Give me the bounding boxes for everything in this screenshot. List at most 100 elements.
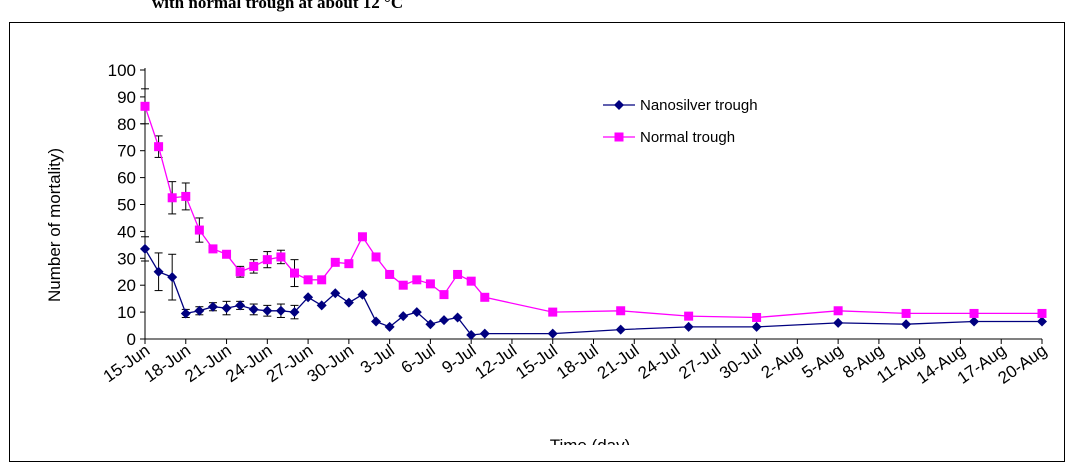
nanosilver-point — [452, 312, 463, 323]
normal-point — [262, 255, 272, 265]
chart-frame: 0 10 20 30 40 50 60 70 80 90 100 15-Jun 18-Jun 21-Ju… — [9, 22, 1065, 462]
y-tick-label: 80 — [117, 115, 136, 134]
y-tick-label: 70 — [117, 142, 136, 161]
normal-point — [330, 257, 340, 267]
nanosilver-point — [751, 321, 762, 332]
normal-point — [439, 290, 449, 300]
nanosilver-point — [343, 297, 354, 308]
normal-point — [167, 193, 177, 203]
x-tick-label: 9-Jul — [438, 341, 479, 378]
normal-point — [249, 261, 259, 271]
normal-point — [371, 252, 381, 262]
mortality-line-chart: 0 10 20 30 40 50 60 70 80 90 100 15-Jun18-Jun21-Ju… — [45, 61, 1050, 445]
series-markers — [140, 101, 1047, 340]
x-tick-label: 27-Jul — [675, 341, 724, 383]
nanosilver-point — [371, 316, 382, 327]
normal-point — [453, 269, 463, 279]
normal-point — [344, 259, 354, 269]
nanosilver-point — [153, 266, 164, 277]
axes-group — [144, 68, 1042, 340]
y-axis-ticks: 0 10 20 30 40 50 60 70 80 90 100 — [108, 61, 145, 349]
normal-point — [969, 308, 979, 318]
nanosilver-point — [221, 303, 232, 314]
nanosilver-point — [207, 301, 218, 312]
x-tick-label: 18-Jun — [141, 341, 194, 386]
nanosilver-point — [167, 272, 178, 283]
normal-point — [684, 311, 694, 321]
nanosilver-point — [235, 300, 246, 311]
normal-point — [222, 249, 232, 259]
x-tick-label: 3-Jul — [357, 341, 398, 378]
normal-point — [154, 142, 164, 152]
y-tick-label: 90 — [117, 88, 136, 107]
x-tick-label: 12-Jul — [471, 341, 520, 383]
x-tick-label: 27-Jun — [263, 341, 316, 386]
chart-legend: Nanosilver trough Normal trough — [603, 97, 758, 146]
y-tick-label: 60 — [117, 169, 136, 188]
normal-point — [480, 292, 490, 302]
nanosilver-point — [969, 316, 980, 327]
normal-point — [752, 312, 762, 322]
series-line-nanosilver — [144, 248, 1042, 336]
x-tick-label: 6-Jul — [398, 341, 439, 378]
y-tick-label: 40 — [117, 222, 136, 241]
x-axis-label: Time (day) — [550, 436, 631, 445]
nanosilver-point — [479, 328, 490, 339]
x-tick-label: 21-Jun — [181, 341, 234, 386]
y-tick-label: 10 — [117, 303, 136, 322]
y-tick-label: 100 — [108, 61, 136, 80]
normal-point — [616, 306, 626, 316]
x-tick-label: 15-Jul — [512, 341, 561, 383]
series-lines — [144, 106, 1042, 336]
series-line-normal — [144, 106, 1042, 319]
x-tick-label: 24-Jul — [635, 341, 684, 383]
nanosilver-point — [248, 304, 259, 315]
legend-label: Nanosilver trough — [640, 97, 758, 114]
normal-point — [398, 280, 408, 290]
normal-point — [181, 191, 191, 201]
nanosilver-point — [180, 308, 191, 319]
x-tick-label: 24-Jun — [222, 341, 275, 386]
normal-point — [194, 225, 204, 235]
figure-caption: with normal trough at about 12 °C — [152, 0, 404, 12]
x-tick-label: 2-Aug — [758, 341, 806, 383]
nanosilver-point — [357, 289, 368, 300]
x-tick-label: 21-Jul — [594, 341, 643, 383]
nanosilver-point — [303, 292, 314, 303]
normal-point — [1037, 308, 1047, 318]
nanosilver-point — [547, 328, 558, 339]
y-tick-label: 0 — [127, 330, 136, 349]
nanosilver-point — [615, 324, 626, 335]
nanosilver-point — [384, 321, 395, 332]
nanosilver-point — [683, 321, 694, 332]
nanosilver-point — [262, 305, 273, 316]
normal-point — [833, 306, 843, 316]
normal-point — [290, 268, 299, 278]
legend-marker — [614, 100, 624, 110]
nanosilver-point — [289, 307, 300, 318]
normal-point — [276, 252, 286, 262]
nanosilver-point — [439, 315, 449, 326]
y-tick-label: 20 — [117, 276, 136, 295]
normal-point — [208, 244, 218, 254]
y-tick-label: 30 — [117, 249, 136, 268]
normal-point — [412, 275, 422, 285]
x-tick-label: 5-Aug — [798, 341, 846, 383]
normal-point — [303, 275, 313, 285]
normal-point — [357, 232, 367, 242]
nanosilver-point — [275, 305, 286, 316]
y-axis-label: Number of mortality) — [45, 148, 64, 302]
normal-point — [425, 279, 435, 289]
nanosilver-point — [901, 319, 912, 330]
legend-label: Normal trough — [640, 129, 735, 146]
x-tick-label: 18-Jul — [553, 341, 602, 383]
normal-point — [317, 275, 327, 285]
nanosilver-point — [398, 311, 409, 322]
normal-point — [385, 269, 395, 279]
y-tick-label: 50 — [117, 196, 136, 215]
normal-point — [235, 267, 245, 277]
nanosilver-point — [330, 288, 341, 299]
nanosilver-point — [833, 317, 844, 328]
nanosilver-point — [194, 305, 205, 316]
